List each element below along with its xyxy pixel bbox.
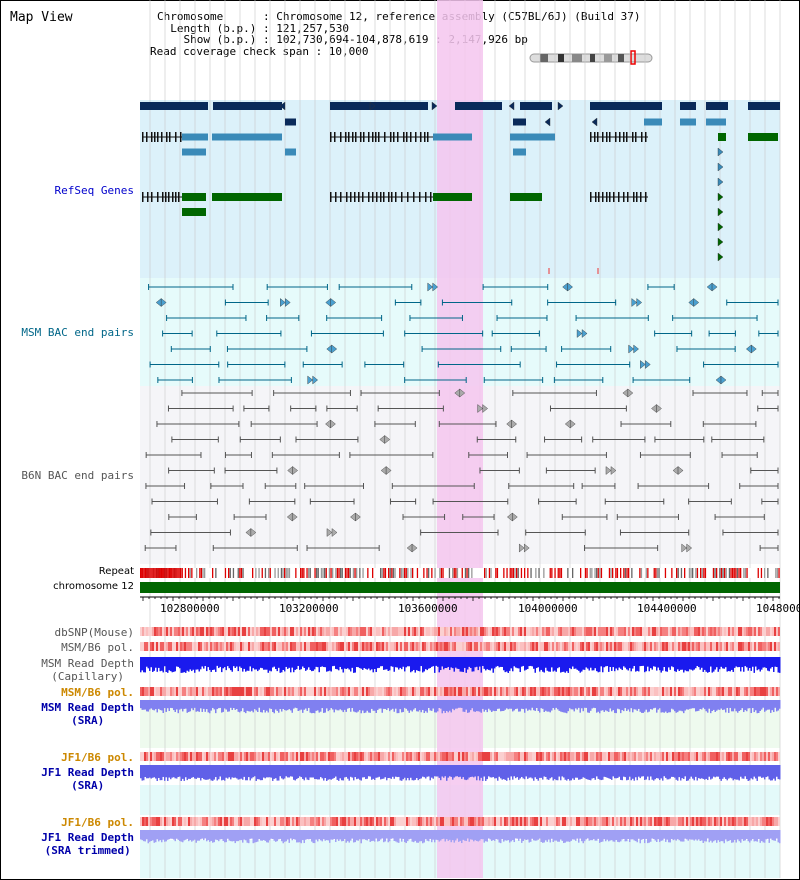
label-line: MSM Read Depth bbox=[41, 657, 134, 670]
tick-label: 102800000 bbox=[160, 602, 220, 615]
label-jf1-b6-pol-2[interactable]: JF1/B6 pol. bbox=[61, 816, 134, 829]
gene-model bbox=[285, 118, 296, 126]
ideogram-position-marker bbox=[630, 50, 636, 65]
gene-model bbox=[680, 102, 696, 110]
label-chromosome: chromosome 12 bbox=[53, 581, 134, 592]
label-line: (SRA trimmed) bbox=[44, 844, 131, 857]
gene-model bbox=[513, 148, 526, 156]
gene-model bbox=[590, 102, 662, 110]
gene-model bbox=[644, 118, 662, 126]
label-line: JF1 Read Depth bbox=[41, 766, 134, 779]
gene-model bbox=[182, 133, 208, 141]
gene-model bbox=[520, 102, 552, 110]
label-msm-b6-pol-2[interactable]: MSM/B6 pol. bbox=[61, 686, 134, 699]
label-line: MSM Read Depth bbox=[41, 701, 134, 714]
gene-model bbox=[140, 102, 208, 110]
read-depth-tracks bbox=[140, 657, 781, 844]
gene-model bbox=[182, 193, 206, 201]
region-info: Chromosome : Chromosome 12, reference as… bbox=[150, 11, 640, 57]
gene-model bbox=[182, 148, 206, 156]
tick-label: 103200000 bbox=[279, 602, 339, 615]
gene-model bbox=[182, 208, 206, 216]
label-msm-bac[interactable]: MSM BAC end pairs bbox=[21, 326, 134, 339]
label-msm-depth-cap[interactable]: MSM Read Depth (Capillary) bbox=[41, 657, 134, 683]
coverage-info: Read coverage check span : 10,000 bbox=[150, 44, 369, 58]
gene-model bbox=[330, 102, 428, 110]
gene-model bbox=[455, 102, 502, 110]
gene-model bbox=[212, 193, 282, 201]
length-info: Length (b.p.) : 121,257,530 bbox=[157, 21, 350, 35]
gene-model bbox=[513, 118, 526, 126]
gene-model bbox=[433, 133, 472, 141]
gene-model bbox=[680, 118, 696, 126]
highlight-region[interactable] bbox=[437, 0, 483, 878]
label-msm-depth-sra[interactable]: MSM Read Depth (SRA) bbox=[41, 701, 134, 727]
msm-bac-track[interactable] bbox=[148, 282, 779, 385]
label-jf1-b6-pol[interactable]: JF1/B6 pol. bbox=[61, 751, 134, 764]
chromosome-ideogram[interactable] bbox=[529, 50, 653, 65]
heatmap-tracks bbox=[140, 627, 780, 826]
label-line: JF1 Read Depth bbox=[41, 831, 134, 844]
gene-model bbox=[706, 102, 728, 110]
label-dbsnp[interactable]: dbSNP(Mouse) bbox=[54, 626, 134, 639]
gene-model bbox=[212, 133, 282, 141]
b6n-bac-track[interactable] bbox=[144, 388, 779, 553]
gene-model bbox=[748, 133, 778, 141]
gene-model bbox=[748, 102, 780, 110]
page-title: Map View bbox=[10, 10, 73, 25]
label-line: (Capillary) bbox=[51, 670, 125, 683]
tick-label: 103600000 bbox=[398, 602, 458, 615]
label-jf1-depth-sra[interactable]: JF1 Read Depth (SRA) bbox=[41, 766, 134, 792]
label-jf1-depth-trim[interactable]: JF1 Read Depth (SRA trimmed) bbox=[41, 831, 134, 857]
gene-model bbox=[433, 193, 472, 201]
label-line: (SRA) bbox=[71, 779, 105, 792]
label-repeat: Repeat bbox=[98, 566, 134, 577]
label-refseq[interactable]: RefSeq Genes bbox=[54, 184, 134, 197]
gene-model bbox=[213, 102, 282, 110]
gene-model bbox=[510, 193, 542, 201]
gene-model bbox=[718, 133, 726, 141]
gene-model bbox=[706, 118, 726, 126]
gene-model bbox=[510, 133, 555, 141]
label-line: (SRA) bbox=[71, 714, 105, 727]
position-axis: 102800000 103200000 103600000 104000000 … bbox=[140, 596, 800, 615]
repeat-track bbox=[140, 568, 780, 578]
refseq-gene-track[interactable] bbox=[140, 101, 780, 274]
label-b6n-bac[interactable]: B6N BAC end pairs bbox=[21, 469, 134, 482]
tick-label: 104400000 bbox=[637, 602, 697, 615]
gene-model bbox=[285, 148, 296, 156]
chromosome-bar bbox=[140, 582, 780, 593]
label-msm-b6-pol[interactable]: MSM/B6 pol. bbox=[61, 641, 134, 654]
tick-label: 1048000 bbox=[756, 602, 800, 615]
tick-label: 104000000 bbox=[518, 602, 578, 615]
